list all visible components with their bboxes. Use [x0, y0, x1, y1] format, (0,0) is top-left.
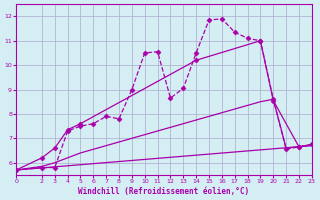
X-axis label: Windchill (Refroidissement éolien,°C): Windchill (Refroidissement éolien,°C) — [78, 187, 250, 196]
